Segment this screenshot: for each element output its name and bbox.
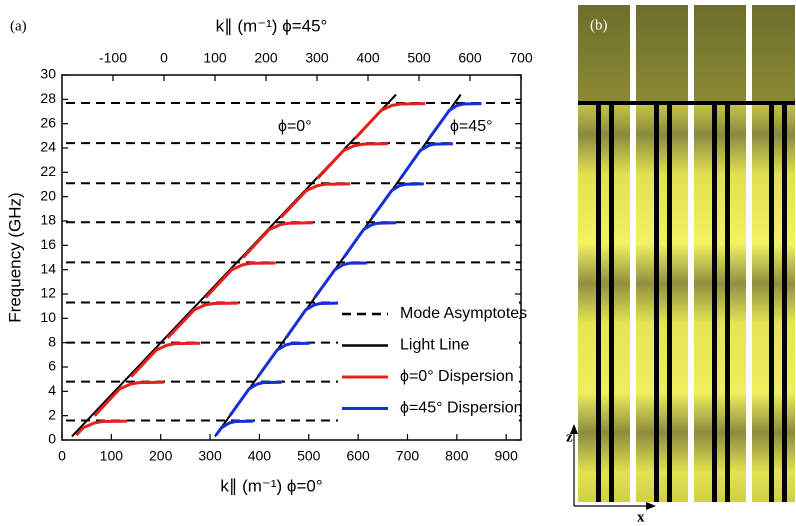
- x2-tick-label: 500: [407, 50, 431, 66]
- legend-label: Mode Asymptotes: [400, 305, 527, 322]
- x-axis-label: k∥ (m⁻¹) ϕ=0°: [220, 476, 322, 495]
- x2-axis-label: k∥ (m⁻¹) ϕ=45°: [216, 16, 328, 35]
- axis-label: z: [566, 429, 573, 445]
- x-tick-label: 400: [248, 448, 272, 464]
- y-tick-label: 20: [40, 187, 56, 203]
- x-tick-label: 800: [445, 448, 469, 464]
- y-tick-label: 0: [48, 431, 56, 447]
- y-tick-label: 6: [48, 358, 56, 374]
- y-tick-label: 30: [40, 66, 56, 82]
- x2-tick-label: 700: [509, 50, 533, 66]
- y-tick-label: 26: [40, 114, 56, 130]
- y-tick-label: 18: [40, 212, 56, 228]
- x-tick-label: 900: [495, 448, 519, 464]
- x2-tick-label: 200: [254, 50, 278, 66]
- strip: [636, 5, 688, 502]
- y-axis-label: Frequency (GHz): [5, 192, 24, 322]
- figure: (b) z x 02468101214161820222426283001002…: [0, 0, 796, 526]
- y-tick-label: 2: [48, 406, 56, 422]
- x2-tick-label: 600: [458, 50, 482, 66]
- y-tick-label: 16: [40, 236, 56, 252]
- y-tick-label: 10: [40, 309, 56, 325]
- y-tick-label: 14: [40, 260, 56, 276]
- x-tick-label: 100: [100, 448, 124, 464]
- panel-label: (a): [10, 18, 27, 34]
- y-tick-label: 12: [40, 285, 56, 301]
- x2-tick-label: -100: [99, 50, 127, 66]
- x2-tick-label: 300: [305, 50, 329, 66]
- strip: [578, 5, 630, 502]
- y-tick-label: 8: [48, 333, 56, 349]
- x-tick-label: 600: [346, 448, 370, 464]
- y-tick-label: 4: [48, 382, 56, 398]
- panel-label: (b): [590, 17, 608, 33]
- x-tick-label: 700: [396, 448, 420, 464]
- strip: [752, 5, 795, 502]
- field-panel: (b) z x: [566, 5, 795, 525]
- axis-label: x: [637, 509, 645, 525]
- x-tick-label: 0: [58, 448, 66, 464]
- interface-line: [578, 101, 795, 105]
- x2-tick-label: 400: [356, 50, 380, 66]
- y-tick-label: 22: [40, 163, 56, 179]
- x-tick-label: 500: [297, 448, 321, 464]
- legend-label: ϕ=45° Dispersion: [400, 400, 523, 417]
- y-tick-label: 24: [40, 139, 56, 155]
- x-tick-label: 300: [198, 448, 222, 464]
- annotation: ϕ=0°: [278, 118, 312, 135]
- annotation: ϕ=45°: [450, 118, 493, 135]
- x-tick-label: 200: [149, 448, 173, 464]
- legend-label: Light Line: [400, 337, 469, 354]
- x2-tick-label: 100: [203, 50, 227, 66]
- y-tick-label: 28: [40, 90, 56, 106]
- x-arrow-head: [646, 502, 656, 510]
- x2-tick-label: 0: [160, 50, 168, 66]
- legend-label: ϕ=0° Dispersion: [400, 368, 514, 385]
- strip: [694, 5, 746, 502]
